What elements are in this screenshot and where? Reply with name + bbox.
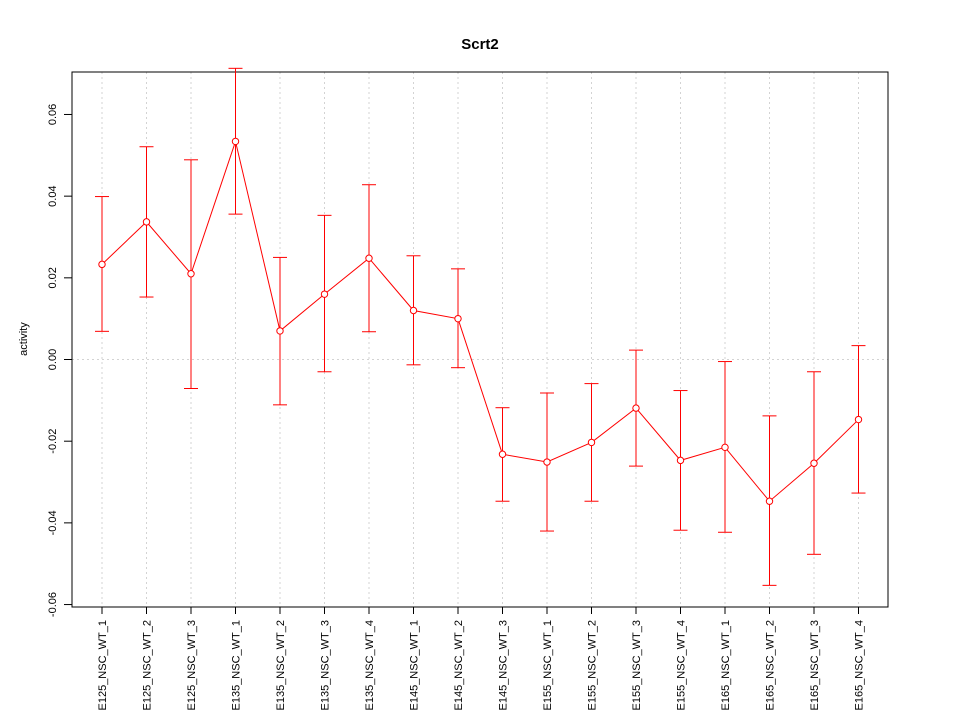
- x-tick-label: E145_NSC_WT_2: [453, 620, 465, 711]
- data-point: [765, 497, 774, 505]
- series-activity: [95, 67, 866, 586]
- y-tick-label: 0.06: [47, 104, 59, 125]
- x-tick-label: E135_NSC_WT_3: [320, 620, 332, 711]
- data-point: [320, 290, 329, 298]
- data-point: [498, 450, 507, 458]
- data-point: [276, 327, 284, 335]
- x-tick-label: E135_NSC_WT_1: [231, 620, 243, 711]
- y-tick-label: -0.06: [47, 592, 59, 617]
- x-tick-label: E155_NSC_WT_3: [631, 620, 643, 711]
- x-tick-label: E155_NSC_WT_2: [587, 620, 599, 711]
- data-point: [854, 415, 863, 424]
- y-tick-label: 0.04: [47, 185, 59, 206]
- y-axis-label: activity: [18, 322, 30, 356]
- data-point: [231, 137, 240, 146]
- y-tick-label: -0.02: [47, 429, 59, 454]
- data-point: [632, 404, 640, 412]
- series-line: [101, 139, 859, 502]
- data-point: [721, 443, 729, 452]
- data-point: [365, 254, 373, 262]
- x-tick-label: E165_NSC_WT_1: [720, 620, 732, 711]
- data-point: [454, 314, 462, 323]
- y-tick-label: 0.00: [47, 349, 59, 370]
- plot-frame: [71, 71, 889, 608]
- data-point: [187, 270, 195, 278]
- x-tick-label: E145_NSC_WT_3: [498, 620, 510, 711]
- y-tick-label: -0.04: [47, 510, 59, 535]
- grid-layer: [72, 72, 888, 607]
- chart-title: Scrt2: [461, 36, 499, 53]
- y-tick-label: 0.02: [47, 267, 59, 288]
- data-point: [409, 306, 418, 315]
- data-point: [587, 438, 596, 447]
- x-tick-label: E165_NSC_WT_3: [809, 620, 821, 711]
- x-tick-label: E125_NSC_WT_2: [142, 620, 154, 711]
- x-axis: E125_NSC_WT_1 E125_NSC_WT_2 E125_NSC_WT_3 E…: [97, 607, 866, 711]
- x-tick-label: E165_NSC_WT_4: [854, 620, 866, 711]
- x-tick-label: E125_NSC_WT_3: [186, 620, 198, 711]
- y-axis: -0.06 -0.04 -0.02 0.00 0.02 0.04 0.06: [47, 104, 72, 617]
- x-tick-label: E135_NSC_WT_2: [275, 620, 287, 711]
- data-point: [98, 260, 106, 269]
- x-tick-label: E145_NSC_WT_1: [409, 620, 421, 711]
- x-tick-label: E165_NSC_WT_2: [765, 620, 777, 711]
- x-tick-label: E155_NSC_WT_1: [542, 620, 554, 711]
- x-tick-label: E155_NSC_WT_4: [676, 620, 688, 711]
- data-point: [142, 218, 151, 226]
- x-tick-label: E125_NSC_WT_1: [97, 620, 109, 711]
- x-tick-label: E135_NSC_WT_4: [364, 620, 376, 711]
- data-point: [543, 458, 551, 466]
- data-point: [810, 459, 818, 467]
- data-point: [676, 456, 685, 465]
